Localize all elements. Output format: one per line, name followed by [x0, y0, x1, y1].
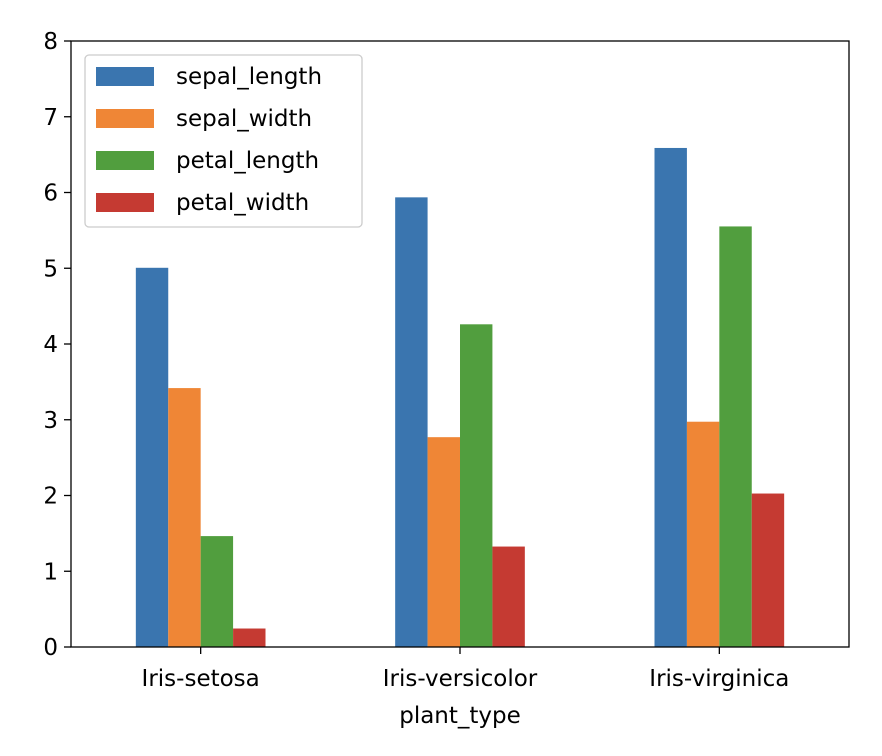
bar-petal_width-Iris-versicolor	[492, 546, 525, 647]
bar-sepal_length-Iris-virginica	[654, 147, 687, 648]
y-axis: 0 1 2 3 4 5 6 7 8	[43, 29, 71, 661]
y-tick-label: 1	[43, 559, 58, 585]
bar-sepal_length-Iris-versicolor	[395, 197, 428, 647]
x-axis: Iris-setosa Iris-versicolor Iris-virginica	[142, 647, 789, 692]
x-tick-label: Iris-virginica	[649, 666, 789, 692]
x-tick-label: Iris-setosa	[142, 666, 260, 692]
legend-label-sepal_width: sepal_width	[176, 106, 312, 132]
bar-sepal_length-Iris-setosa	[135, 267, 169, 647]
legend-swatch-petal_width	[96, 193, 154, 212]
y-tick-label: 3	[43, 408, 58, 434]
y-tick-label: 5	[43, 256, 58, 282]
legend-swatch-sepal_width	[96, 109, 154, 128]
bars-group	[135, 147, 785, 648]
y-tick-label: 6	[43, 181, 58, 207]
bar-petal_width-Iris-setosa	[233, 628, 266, 647]
legend-box	[84, 54, 363, 228]
bar-sepal_width-Iris-setosa	[168, 388, 201, 647]
y-tick-label: 8	[43, 29, 58, 55]
bar-petal_width-Iris-virginica	[751, 493, 785, 647]
bar-sepal_width-Iris-versicolor	[427, 437, 460, 647]
x-tick-label: Iris-versicolor	[383, 666, 538, 692]
bar-petal_length-Iris-setosa	[200, 536, 234, 647]
legend-swatch-petal_length	[96, 151, 154, 170]
bar-petal_length-Iris-virginica	[719, 226, 752, 647]
legend: sepal_length sepal_width petal_lengthpetal…	[84, 54, 363, 228]
legend-label-sepal_length: sepal_length	[176, 64, 322, 90]
bar-petal_length-Iris-versicolor	[460, 324, 493, 647]
legend-label-petal_width: petal_width	[176, 190, 309, 216]
x-axis-label: plant_type	[399, 703, 521, 729]
legend-swatch-sepal_length	[96, 67, 154, 86]
bar-sepal_width-Iris-virginica	[686, 421, 720, 647]
y-tick-label: 7	[43, 105, 58, 131]
y-tick-label: 0	[43, 635, 58, 661]
y-tick-label: 2	[43, 484, 58, 510]
y-tick-label: 4	[43, 332, 58, 358]
legend-label-petal_length: petal_length	[176, 148, 319, 174]
